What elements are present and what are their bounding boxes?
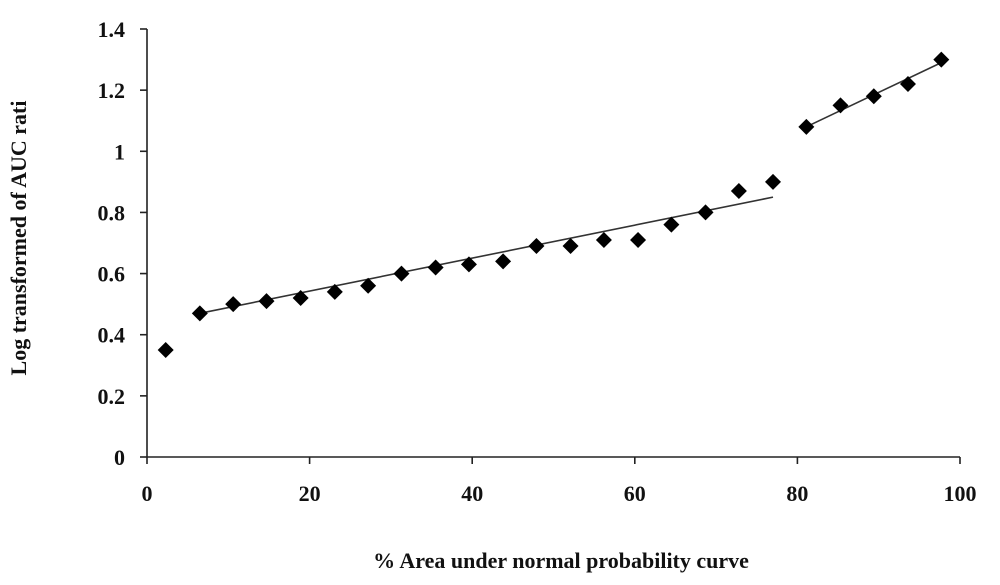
data-point: [630, 231, 647, 248]
x-tick-label: 40: [461, 481, 483, 506]
plot-area: 0 0.2 0.4 0.6 0.8 1 1.2 1.4 0 20 40 60 80 100: [98, 17, 977, 506]
data-point: [798, 118, 815, 135]
x-tick-label: 0: [142, 481, 153, 506]
data-point: [258, 293, 275, 310]
data-point: [191, 305, 208, 322]
y-tick-label: 0.6: [98, 262, 126, 287]
y-tick-label: 0.4: [98, 323, 126, 348]
data-point: [292, 290, 309, 307]
x-axis-label: % Area under normal probability curve: [373, 548, 749, 573]
data-point: [427, 259, 444, 276]
data-point: [832, 97, 849, 114]
data-point: [326, 283, 343, 300]
y-tick-label: 0: [114, 445, 125, 470]
x-tick-label: 60: [624, 481, 646, 506]
data-point: [393, 265, 410, 282]
data-point: [528, 238, 545, 255]
data-point: [460, 256, 477, 273]
data-point: [495, 253, 512, 270]
data-point: [899, 76, 916, 93]
data-point: [225, 296, 242, 313]
data-point: [697, 204, 714, 221]
data-point: [933, 51, 950, 68]
trend-line: [199, 196, 774, 315]
data-point: [562, 238, 579, 255]
x-tick-label: 100: [944, 481, 977, 506]
data-point: [157, 342, 174, 358]
y-tick-label: 1.2: [98, 78, 126, 103]
y-tick-label: 1: [114, 139, 125, 164]
data-point: [865, 88, 882, 105]
data-point: [663, 216, 680, 233]
y-tick-label: 1.4: [98, 17, 126, 42]
data-point: [765, 173, 782, 190]
data-point: [730, 183, 747, 200]
y-axis-label: Log transformed of AUC rati: [6, 101, 31, 376]
data-point: [360, 277, 377, 294]
data-point: [595, 231, 612, 248]
y-tick-label: 0.8: [98, 200, 126, 225]
x-tick-label: 20: [299, 481, 321, 506]
x-tick-label: 80: [786, 481, 808, 506]
y-tick-label: 0.2: [98, 384, 126, 409]
